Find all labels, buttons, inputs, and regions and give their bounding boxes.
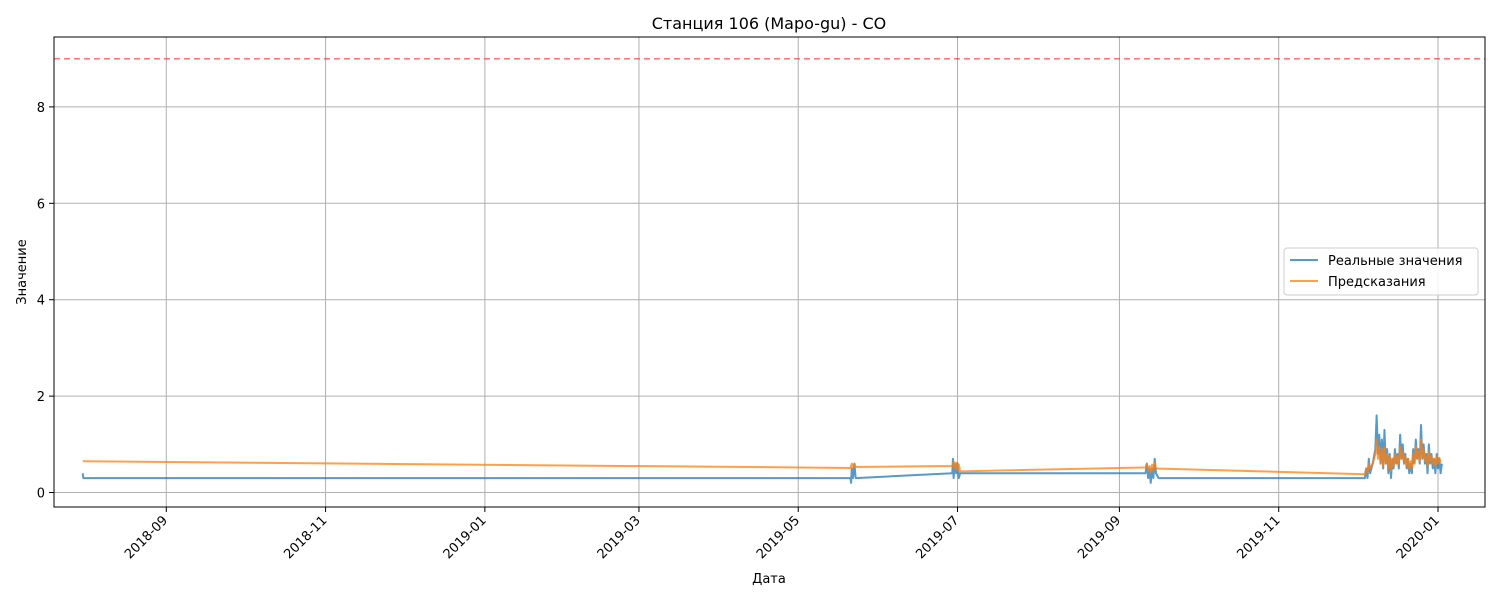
y-tick-label: 2: [37, 390, 45, 405]
legend-label-predicted: Предсказания: [1328, 275, 1426, 290]
plot-area-frame: [53, 36, 1486, 508]
x-axis-label: Дата: [752, 572, 786, 587]
y-tick-label: 8: [37, 101, 45, 116]
y-tick-label: 4: [37, 294, 45, 309]
y-tick-label: 6: [37, 197, 45, 212]
y-axis: 0 2 4 6 8: [37, 101, 54, 502]
legend-label-real: Реальные значения: [1328, 254, 1463, 269]
series-line-predicted: [82, 438, 1442, 476]
legend: Реальные значения Предсказания: [1283, 247, 1479, 296]
legend-box: [1283, 247, 1479, 296]
chart-title: Станция 106 (Mapo-gu) - CO: [652, 14, 887, 33]
grid: [54, 37, 1485, 507]
series-layer: [81, 414, 1443, 484]
y-tick-label: 0: [37, 487, 45, 502]
y-axis-label: Значение: [15, 239, 30, 304]
